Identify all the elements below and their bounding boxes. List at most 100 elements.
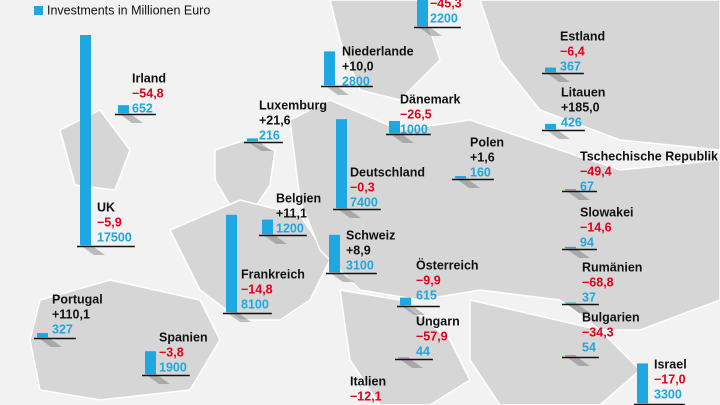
bar-shadow [565,303,590,313]
bar-shadow [455,178,480,188]
country-name: Spanien [159,330,208,344]
investment-bar [545,67,556,72]
investment-bar [145,351,156,374]
investment-label: 3300 [654,387,682,401]
change-label: −68,8 [582,275,614,289]
investment-bar [262,219,273,234]
investment-bar [455,176,466,178]
change-label: +8,9 [346,243,371,257]
legend-swatch [34,6,43,15]
country-name: Schweiz [346,228,395,242]
investment-bar [565,189,576,190]
change-label: −34,3 [582,325,614,339]
investment-label: 160 [470,165,491,179]
country-name: Polen [470,135,504,149]
change-label: −49,4 [580,164,612,178]
investment-label: 67 [580,179,594,193]
country-name: Italien [350,374,386,388]
investment-bar [80,35,91,245]
change-label: −5,9 [97,215,122,229]
bar-shadow [262,234,287,244]
bar-shadow [565,248,590,258]
country-name: Litauen [561,85,605,99]
country-name: Slowakei [580,205,634,219]
investment-label: 367 [560,59,581,73]
investment-bar [565,246,576,248]
country-name: Niederlande [342,44,414,58]
country-name: Estland [560,29,605,43]
investment-bar [226,214,237,312]
investment-bar [37,333,48,337]
country-name: Bulgarien [582,310,640,324]
bar-shadow [118,113,143,123]
country-name: UK [97,200,115,214]
investment-bar [398,357,409,358]
investment-label: 327 [52,322,73,336]
country-name: Israel [654,357,687,371]
investment-label: 37 [582,290,596,304]
bar-shadow [324,85,349,95]
change-label: −9,9 [416,273,441,287]
investment-label: 426 [561,115,582,129]
investment-label: 1000 [400,122,428,136]
investment-label: 652 [132,101,153,115]
investment-label: 1900 [159,360,187,374]
bar-shadow [398,358,423,368]
bar-shadow [226,312,251,322]
land [29,0,720,405]
investment-label: 7400 [350,195,378,209]
bar-shadow [565,190,590,200]
investment-bar [637,363,648,403]
bar-shadow [247,141,272,151]
change-label: −3,8 [159,345,184,359]
country-name: Ungarn [416,314,460,328]
change-label: −0,3 [350,180,375,194]
country-name: Portugal [52,292,103,306]
change-label: −26,5 [400,107,432,121]
country-name: Dänemark [400,92,460,106]
country-name: Deutschland [350,165,425,179]
change-label: −12,1 [350,389,382,403]
investment-label: 54 [582,340,596,354]
investment-bar [389,121,400,133]
bar-shadow [417,26,442,36]
legend-label: Investments in Millionen Euro [47,3,210,17]
bar-shadow [400,305,425,315]
investment-bar [247,138,258,141]
change-label: −45,3 [430,0,462,10]
investment-label: 8100 [241,297,269,311]
investment-bar [324,51,335,85]
investment-bar [565,355,576,356]
bar-shadow [545,72,570,82]
change-label: +11,1 [276,206,307,220]
change-label: +10,0 [342,59,374,73]
investment-bar [545,123,556,129]
country-name: Belgien [276,191,321,205]
investment-label: 1200 [276,221,304,235]
investment-bar [417,0,428,26]
investment-label: 2200 [430,11,458,25]
investment-bar [336,119,347,208]
change-label: −14,6 [580,220,612,234]
investment-bar [118,105,129,113]
investment-label: 2800 [342,74,370,88]
change-label: +110,1 [52,307,90,321]
bar-shadow [545,129,570,139]
investment-label: 94 [580,235,594,249]
bar-shadow [565,356,590,366]
change-label: −54,8 [132,86,164,100]
change-label: +185,0 [561,100,600,114]
country-name: Irland [132,71,166,85]
country-name: Luxemburg [259,98,327,112]
change-label: −57,9 [416,329,448,343]
country-name: Österreich [416,257,479,272]
bar-shadow [80,245,105,255]
investment-label: 216 [259,128,280,142]
change-label: +1,6 [470,150,495,164]
investment-label: 615 [416,288,437,302]
investment-bar [329,234,340,272]
country-name: Tschechische Republik [580,149,718,163]
investment-label: 3100 [346,258,374,272]
change-label: −17,0 [654,372,686,386]
